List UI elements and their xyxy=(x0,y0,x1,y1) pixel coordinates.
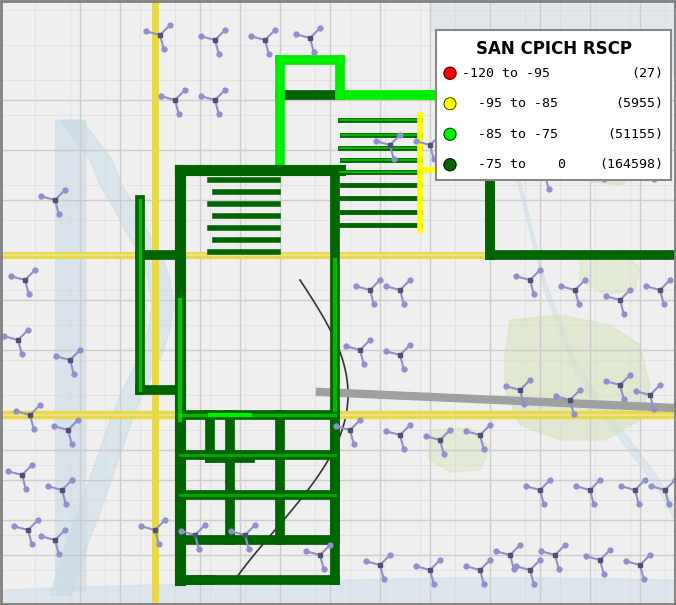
Text: -85 to -75: -85 to -75 xyxy=(462,128,558,141)
FancyBboxPatch shape xyxy=(436,30,671,180)
Polygon shape xyxy=(428,428,490,472)
Polygon shape xyxy=(528,90,650,185)
Text: (5955): (5955) xyxy=(615,97,663,110)
Text: -75 to    0: -75 to 0 xyxy=(462,159,566,171)
Circle shape xyxy=(444,159,456,171)
Text: SAN CPICH RSCP: SAN CPICH RSCP xyxy=(475,40,631,58)
Text: -95 to -85: -95 to -85 xyxy=(462,97,558,110)
Circle shape xyxy=(444,128,456,140)
Polygon shape xyxy=(480,70,676,522)
Circle shape xyxy=(444,67,456,79)
Text: (164598): (164598) xyxy=(599,159,663,171)
Text: (51155): (51155) xyxy=(607,128,663,141)
Polygon shape xyxy=(580,250,640,295)
Text: (27): (27) xyxy=(631,67,663,80)
Text: -120 to -95: -120 to -95 xyxy=(462,67,550,80)
Circle shape xyxy=(444,98,456,110)
Polygon shape xyxy=(50,120,174,595)
Polygon shape xyxy=(505,315,650,440)
